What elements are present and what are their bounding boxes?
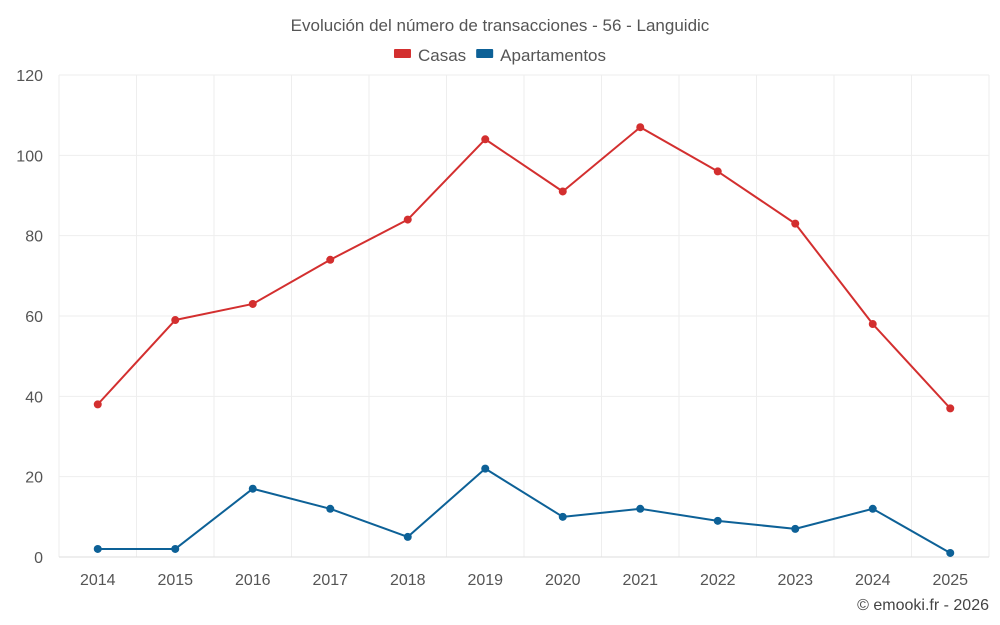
- legend-label: Apartamentos: [500, 46, 606, 65]
- data-point-apartamentos[interactable]: [946, 548, 955, 557]
- legend: Casas Apartamentos: [393, 46, 606, 65]
- data-point-casas[interactable]: [93, 400, 102, 409]
- x-tick-label: 2022: [700, 572, 736, 589]
- y-tick-label: 60: [25, 309, 43, 326]
- data-point-apartamentos[interactable]: [636, 504, 645, 513]
- x-tick-label: 2020: [545, 572, 581, 589]
- x-tick-label: 2015: [157, 572, 193, 589]
- x-tick-label: 2016: [235, 572, 271, 589]
- y-tick-label: 100: [16, 148, 43, 165]
- data-point-apartamentos[interactable]: [558, 512, 567, 521]
- data-point-apartamentos[interactable]: [248, 484, 257, 493]
- x-tick-label: 2024: [855, 572, 891, 589]
- data-point-apartamentos[interactable]: [326, 504, 335, 513]
- x-tick-label: 2018: [390, 572, 426, 589]
- x-tick-label: 2025: [932, 572, 968, 589]
- x-tick-label: 2014: [80, 572, 116, 589]
- credit-text: © emooki.fr - 2026: [857, 597, 989, 614]
- y-tick-label: 80: [25, 229, 43, 246]
- data-point-apartamentos[interactable]: [403, 532, 412, 541]
- data-point-casas[interactable]: [791, 219, 800, 228]
- data-point-apartamentos[interactable]: [868, 504, 877, 513]
- y-tick-label: 120: [16, 68, 43, 85]
- legend-swatch: [393, 49, 411, 58]
- legend-label: Casas: [418, 46, 466, 65]
- y-tick-label: 40: [25, 389, 43, 406]
- data-point-casas[interactable]: [171, 316, 180, 325]
- series-casas: [93, 123, 955, 413]
- series-line-casas: [97, 126, 951, 410]
- series-line-apartamentos: [97, 467, 951, 554]
- data-point-apartamentos[interactable]: [171, 544, 180, 553]
- x-tick-label: 2017: [312, 572, 348, 589]
- data-point-casas[interactable]: [946, 404, 955, 413]
- series: [93, 123, 955, 557]
- data-point-casas[interactable]: [636, 123, 645, 132]
- legend-item-casas[interactable]: Casas: [393, 46, 466, 65]
- data-point-casas[interactable]: [403, 215, 412, 224]
- series-apartamentos: [93, 464, 955, 557]
- data-point-apartamentos[interactable]: [481, 464, 490, 473]
- grid: [58, 74, 990, 558]
- chart-title: Evolución del número de transacciones - …: [291, 16, 710, 35]
- data-point-casas[interactable]: [481, 135, 490, 144]
- y-tick-label: 20: [25, 470, 43, 487]
- legend-swatch: [476, 49, 494, 58]
- x-tick-label: 2023: [777, 572, 813, 589]
- data-point-casas[interactable]: [248, 299, 257, 308]
- data-point-apartamentos[interactable]: [93, 544, 102, 553]
- y-axis-ticks: 0 20 40 60 80 100 120: [16, 68, 43, 567]
- y-tick-label: 0: [34, 550, 43, 567]
- data-point-casas[interactable]: [713, 167, 722, 176]
- x-tick-label: 2021: [622, 572, 658, 589]
- data-point-casas[interactable]: [326, 255, 335, 264]
- data-point-apartamentos[interactable]: [713, 516, 722, 525]
- legend-item-apartamentos[interactable]: Apartamentos: [476, 46, 606, 65]
- x-axis-ticks: 2014 2015 2016 2017 2018 2019 2020 2021 2022 2023…: [80, 572, 968, 589]
- x-tick-label: 2019: [467, 572, 503, 589]
- data-point-casas[interactable]: [868, 320, 877, 329]
- data-point-casas[interactable]: [558, 187, 567, 196]
- data-point-apartamentos[interactable]: [791, 524, 800, 533]
